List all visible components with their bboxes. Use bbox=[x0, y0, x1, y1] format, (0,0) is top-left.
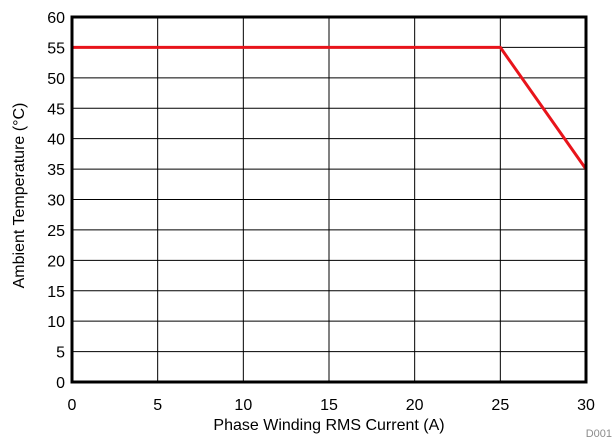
y-tick-label-10: 50 bbox=[47, 71, 65, 88]
y-tick-label-5: 25 bbox=[47, 223, 65, 240]
x-tick-labels: 0 5 10 15 20 25 30 bbox=[68, 397, 595, 414]
y-tick-labels: 0 5 10 15 20 25 30 35 40 45 50 55 60 bbox=[47, 10, 65, 392]
grid bbox=[72, 17, 586, 382]
y-tick-label-3: 15 bbox=[47, 284, 65, 301]
y-tick-label-9: 45 bbox=[47, 101, 65, 118]
y-tick-label-12: 60 bbox=[47, 10, 65, 27]
y-tick-label-7: 35 bbox=[47, 162, 65, 179]
x-tick-label-0: 0 bbox=[68, 397, 77, 414]
y-tick-label-1: 5 bbox=[56, 345, 65, 362]
y-tick-label-0: 0 bbox=[56, 375, 65, 392]
x-tick-label-4: 20 bbox=[406, 397, 424, 414]
y-tick-label-8: 40 bbox=[47, 132, 65, 149]
x-tick-label-3: 15 bbox=[320, 397, 338, 414]
series-line-0 bbox=[72, 45, 588, 170]
y-tick-label-2: 10 bbox=[47, 314, 65, 331]
y-axis-title: Ambient Temperature (°C) bbox=[11, 103, 28, 289]
x-tick-label-1: 5 bbox=[153, 397, 162, 414]
figure-code: D001 bbox=[586, 428, 612, 440]
y-tick-label-4: 20 bbox=[47, 253, 65, 270]
x-tick-label-2: 10 bbox=[234, 397, 252, 414]
y-tick-label-11: 55 bbox=[47, 40, 65, 57]
x-tick-label-5: 25 bbox=[491, 397, 509, 414]
plot-frame bbox=[70, 15, 588, 384]
series-layer bbox=[72, 45, 588, 170]
x-tick-label-6: 30 bbox=[577, 397, 595, 414]
x-axis-title: Phase Winding RMS Current (A) bbox=[213, 417, 444, 434]
y-tick-label-6: 30 bbox=[47, 193, 65, 210]
